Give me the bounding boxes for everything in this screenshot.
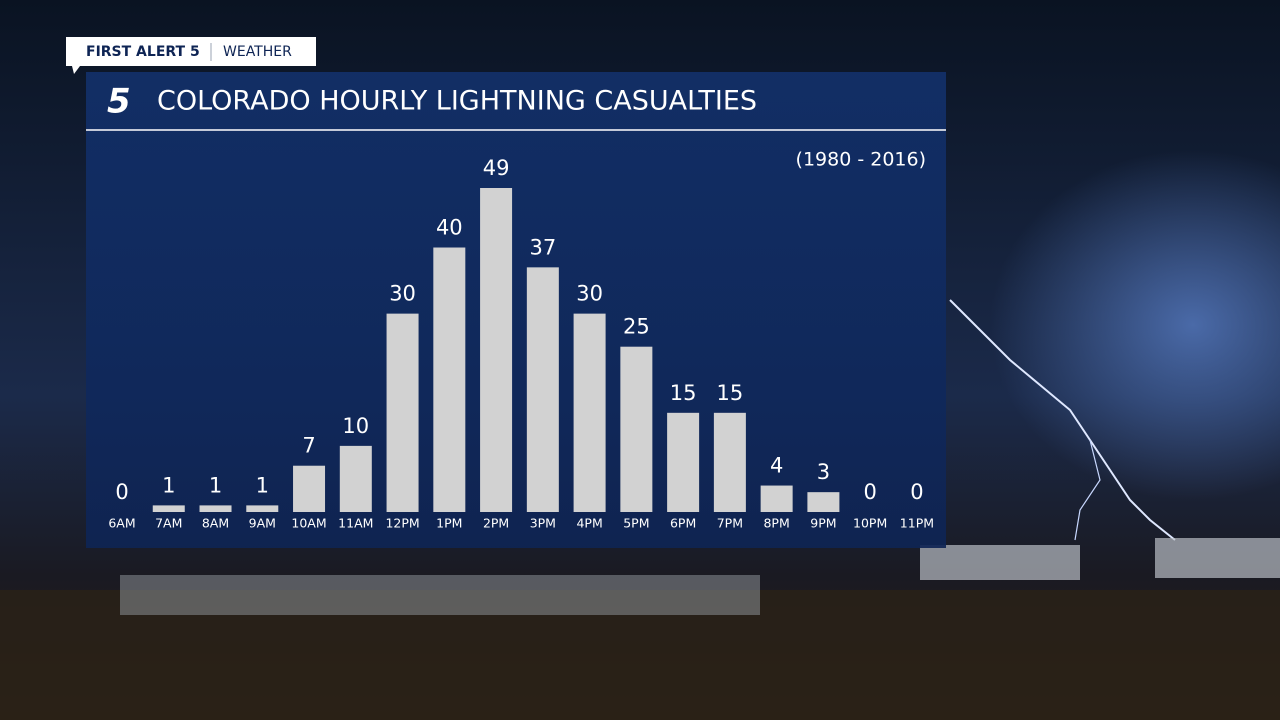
bar [246,505,279,512]
x-tick-label: 9PM [810,516,836,531]
value-label: 15 [717,381,744,405]
value-label: 15 [670,381,697,405]
x-tick-label: 5PM [623,516,649,531]
value-label: 0 [863,480,876,504]
bar [713,412,746,512]
x-tick-label: 11AM [338,516,373,531]
value-label: 1 [256,473,269,497]
x-tick-label: 8PM [763,516,789,531]
value-label: 3 [817,460,830,484]
value-label: 7 [302,434,315,458]
bar [152,505,185,512]
value-label: 37 [529,235,556,259]
value-label: 40 [436,216,463,240]
chart-panel [86,72,946,548]
lightning [949,299,1176,541]
value-label: 30 [576,282,603,306]
x-tick-label: 9AM [249,516,276,531]
bar [807,492,840,512]
bar [199,505,232,512]
x-tick-label: 11PM [900,516,934,531]
bar [339,445,372,512]
x-tick-label: 6AM [108,516,135,531]
building [920,545,1080,580]
section: WEATHER [223,44,292,60]
x-tick-label: 10PM [853,516,887,531]
x-tick-label: 2PM [483,516,509,531]
brand: FIRST ALERT 5 [86,44,200,60]
bar [480,188,513,512]
bar [667,412,700,512]
value-label: 30 [389,282,416,306]
lightning-branch [1074,439,1101,541]
bar [293,465,326,512]
x-tick-label: 10AM [291,516,326,531]
x-tick-label: 3PM [530,516,556,531]
bar [433,247,466,513]
x-tick-label: 1PM [436,516,462,531]
x-tick-label: 4PM [576,516,602,531]
x-tick-label: 8AM [202,516,229,531]
chart-subtitle: (1980 - 2016) [796,149,926,171]
value-label: 0 [115,480,128,504]
header-tag [66,37,316,74]
value-label: 49 [483,156,510,180]
value-label: 1 [209,473,222,497]
x-tick-label: 6PM [670,516,696,531]
bar [526,267,559,512]
bar [760,485,793,512]
value-label: 10 [342,414,369,438]
building [120,575,760,615]
building [1155,538,1280,578]
value-label: 25 [623,315,650,339]
chart-title: COLORADO HOURLY LIGHTNING CASUALTIES [157,86,757,117]
value-label: 0 [910,480,923,504]
value-label: 1 [162,473,175,497]
logo: 5 [107,82,131,122]
x-tick-label: 7PM [717,516,743,531]
value-label: 4 [770,454,783,478]
bar [573,313,606,512]
bar [386,313,419,512]
x-tick-label: 7AM [155,516,182,531]
x-tick-label: 12PM [385,516,419,531]
bar [620,346,653,512]
